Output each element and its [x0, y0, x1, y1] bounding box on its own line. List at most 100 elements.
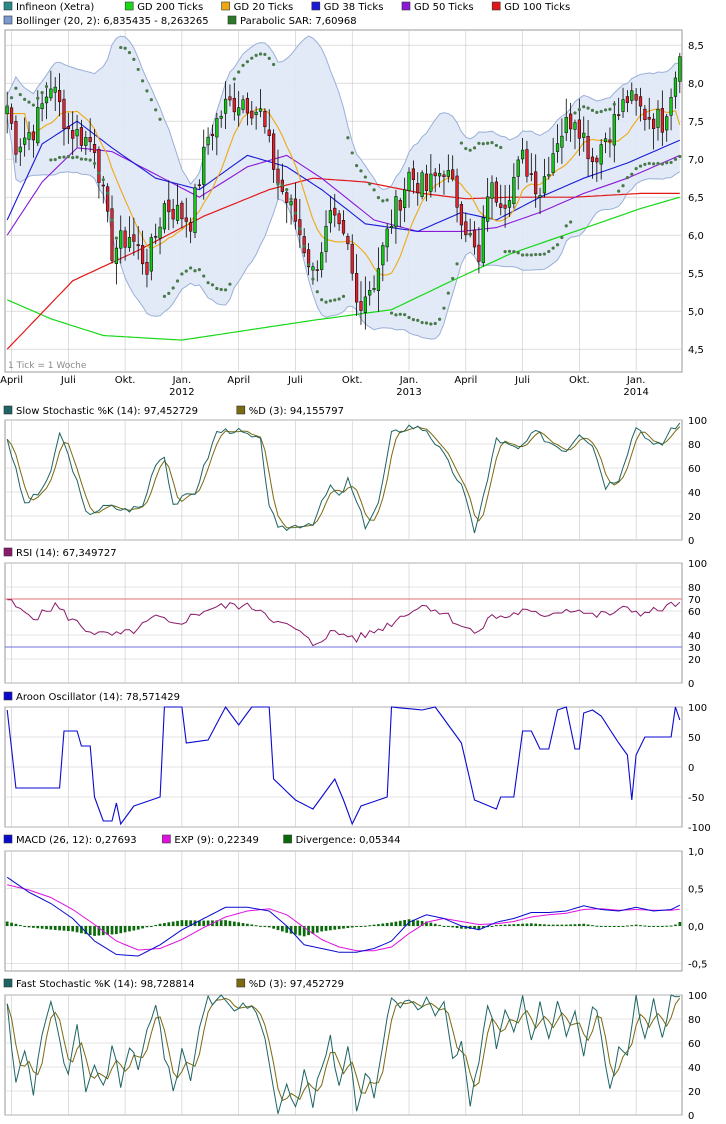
candle-down: [569, 113, 573, 130]
sar-dot: [459, 141, 464, 145]
macd-divergence-bar: [163, 923, 166, 926]
price-xtick-label: Juli: [287, 375, 303, 386]
candle-down: [442, 174, 446, 178]
candle-up: [363, 296, 367, 314]
fast-stoch-legend-swatch: [3, 978, 13, 988]
macd-divergence-bar: [158, 923, 162, 926]
candle-down: [577, 119, 581, 139]
sar-dot: [232, 77, 236, 81]
sar-dot: [429, 322, 433, 326]
macd-divergence-bar: [508, 924, 511, 926]
sar-dot: [101, 178, 105, 182]
candle-up: [53, 86, 57, 93]
fast-stoch-ytick-label: 40: [688, 1063, 701, 1074]
sar-dot: [599, 109, 603, 114]
fast-stoch-ytick-label: 100: [688, 991, 707, 1002]
candle-down: [398, 199, 402, 211]
price-legend-label: GD 50 Ticks: [414, 2, 474, 13]
candle-up: [27, 132, 31, 140]
macd-divergence-bar: [495, 925, 498, 927]
price-legend-label: GD 38 Ticks: [324, 2, 384, 13]
macd-divergence-bar: [669, 925, 673, 927]
price-legend-swatch: [3, 15, 13, 25]
candle-up: [114, 247, 118, 264]
macd-divergence-bar: [280, 926, 284, 932]
macd-divergence-bar: [250, 924, 254, 926]
sar-dot: [647, 161, 651, 166]
price-ytick-label: 5,0: [688, 307, 704, 318]
rsi-line: [7, 599, 681, 647]
rsi-ytick-label: 20: [688, 655, 701, 666]
candle-up: [420, 172, 424, 197]
macd-divergence-bar: [329, 926, 332, 931]
price-ytick-label: 8,5: [688, 41, 704, 52]
sar-dot: [555, 243, 560, 247]
macd-divergence-bar: [512, 924, 516, 926]
macd-divergence-bar: [298, 926, 302, 936]
candle-down: [638, 96, 643, 107]
candle-up: [468, 233, 472, 236]
candle-down: [315, 269, 319, 271]
candle-down: [88, 137, 92, 143]
slow-stoch-panel-frame: [4, 419, 683, 541]
sar-dot: [477, 141, 481, 145]
bollinger-upper-line: [6, 35, 680, 191]
macd-divergence-bar: [355, 926, 358, 927]
macd-divergence-bar: [311, 926, 315, 934]
sar-dot: [542, 252, 547, 256]
macd-divergence-bar: [481, 926, 485, 929]
macd-divergence-bar: [612, 926, 616, 927]
candle-down: [250, 110, 254, 119]
macd-divergence-bar: [136, 926, 140, 930]
macd-divergence-bar: [189, 920, 192, 926]
macd-divergence-bar: [119, 926, 123, 934]
macd-divergence-bar: [381, 923, 385, 926]
macd-divergence-bar: [420, 920, 424, 926]
macd-divergence-bar: [578, 923, 581, 926]
macd-divergence-bar: [259, 925, 262, 927]
macd-divergence-bar: [149, 926, 153, 927]
macd-divergence-bar: [123, 926, 127, 933]
price-tick-note: 1 Tick = 1 Woche: [8, 361, 87, 371]
fast-stoch-k-line: [6, 994, 680, 1114]
macd-divergence-bar: [66, 926, 70, 932]
price-xtick-label: Okt.: [569, 375, 590, 386]
candle-up: [512, 176, 516, 204]
sar-dot: [202, 274, 206, 278]
macd-divergence-bar: [333, 926, 337, 930]
candle-up: [429, 173, 433, 192]
slow-stoch-ytick-label: 100: [688, 416, 707, 427]
candle-up: [175, 204, 180, 221]
price-ytick-label: 7,0: [688, 155, 704, 166]
macd-divergence-bar: [228, 920, 232, 926]
fast-stoch-ytick-label: 60: [688, 1039, 701, 1050]
candle-up: [573, 122, 577, 130]
sar-dot: [145, 89, 149, 93]
candle-down: [477, 244, 481, 262]
rsi-legend-swatch: [3, 547, 13, 557]
candle-up: [289, 201, 293, 206]
candle-up: [258, 108, 263, 112]
candle-down: [62, 98, 66, 129]
macd-divergence-bar: [18, 925, 22, 927]
candle-up: [158, 226, 162, 239]
candle-up: [44, 96, 49, 104]
sar-dot: [62, 155, 66, 159]
aroon-ytick-label: -100: [688, 823, 711, 834]
price-xtick-label: Jan.: [172, 375, 192, 386]
candle-down: [9, 107, 14, 124]
macd-divergence-bar: [342, 926, 345, 929]
sar-dot: [123, 46, 127, 50]
macd-divergence-bar: [446, 926, 450, 927]
sar-dot: [403, 313, 407, 317]
candle-up: [669, 96, 673, 116]
bollinger-lower-line: [6, 117, 681, 340]
candle-up: [407, 171, 411, 191]
sar-dot: [237, 70, 241, 74]
macd-divergence-bar: [503, 924, 507, 926]
macd-divergence-bar: [40, 926, 44, 929]
price-legend-swatch: [491, 1, 501, 11]
candle-up: [23, 137, 27, 145]
macd-divergence-bar: [678, 921, 682, 926]
sar-dot: [451, 276, 455, 281]
